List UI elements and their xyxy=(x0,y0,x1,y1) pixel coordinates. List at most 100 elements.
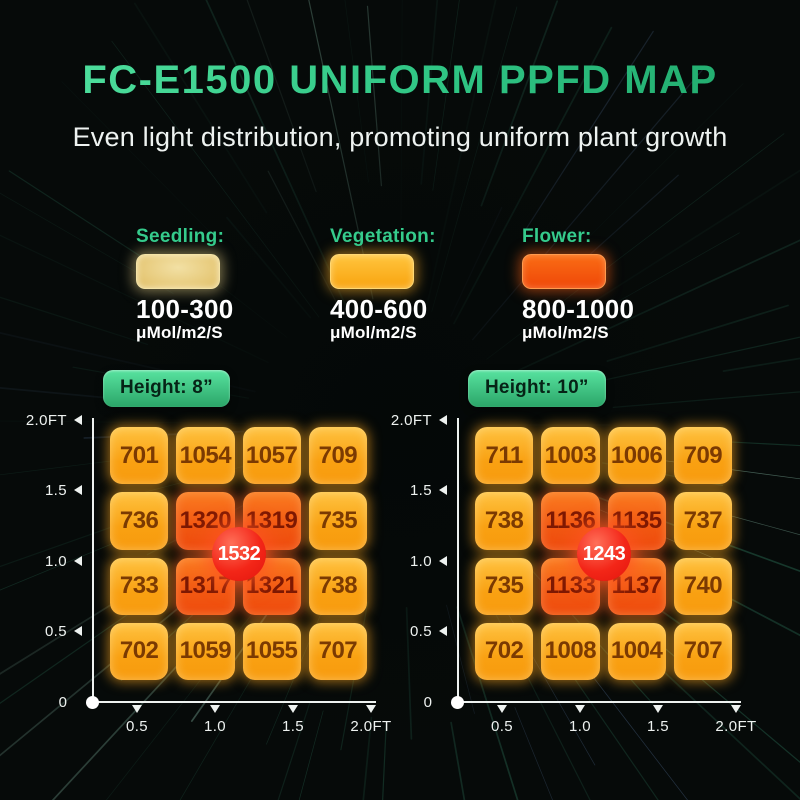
ppfd-cell-grid: 711 1003 1006 709 738 1136 1135 737 735 … xyxy=(475,427,732,680)
origin-label: 0 xyxy=(423,694,432,711)
y-axis-tick: 1.5 xyxy=(395,481,447,499)
ppfd-cell: 1008 xyxy=(541,622,600,680)
y-tick-label: 0.5 xyxy=(44,622,67,640)
tick-arrow-left-icon xyxy=(439,415,447,425)
x-tick-label: 0.5 xyxy=(490,718,514,735)
ppfd-cell: 702 xyxy=(110,622,169,680)
ppfd-cell: 736 xyxy=(110,492,169,550)
ppfd-cell: 1057 xyxy=(242,427,301,485)
ppfd-chart-8in: Height: 8” 2.0FT 1.5 1.0 0.5 0 0.5 1.0 1… xyxy=(26,368,394,768)
peak-value-circle: 1243 xyxy=(577,527,631,581)
ppfd-cell: 701 xyxy=(110,427,169,485)
x-tick-label: 1.5 xyxy=(646,718,670,735)
subtitle: Even light distribution, promoting unifo… xyxy=(72,122,728,152)
ppfd-cell: 707 xyxy=(673,622,732,680)
y-axis-tick: 1.0 xyxy=(30,552,82,570)
ppfd-chart-10in: Height: 10” 2.0FT 1.5 1.0 0.5 0 0.5 1.0 … xyxy=(391,368,759,768)
ppfd-cell: 737 xyxy=(673,492,732,550)
ppfd-cell: 702 xyxy=(475,622,534,680)
legend-range: 400-600 xyxy=(330,294,428,324)
tick-arrow-left-icon xyxy=(74,626,82,636)
ppfd-cell: 740 xyxy=(673,557,732,615)
y-tick-label: 1.5 xyxy=(44,481,67,499)
tick-arrow-left-icon xyxy=(439,485,447,495)
legend-unit: μMol/m2/S xyxy=(330,323,417,343)
legend-label: Seedling: xyxy=(136,226,225,247)
tick-arrow-down-icon xyxy=(132,705,142,713)
origin-dot xyxy=(86,696,99,709)
legend-range: 100-300 xyxy=(136,294,234,324)
legend-unit: μMol/m2/S xyxy=(136,323,223,343)
ppfd-cell: 711 xyxy=(475,427,534,485)
y-axis-tick: 2.0FT xyxy=(26,412,82,429)
tick-arrow-left-icon xyxy=(74,485,82,495)
y-axis-tick: 0.5 xyxy=(395,622,447,640)
ppfd-cell: 1003 xyxy=(541,427,600,485)
x-axis-tick: 2.0FT xyxy=(349,705,393,735)
flower-color-swatch xyxy=(522,254,606,289)
height-badge: Height: 10” xyxy=(468,370,606,407)
seedling-color-swatch xyxy=(136,254,220,289)
x-axis-tick: 1.0 xyxy=(558,705,602,735)
ppfd-cell: 735 xyxy=(475,557,534,615)
y-axis-tick: 2.0FT xyxy=(391,412,447,429)
y-tick-label: 1.5 xyxy=(409,481,432,499)
x-axis-tick: 0.5 xyxy=(115,705,159,735)
y-axis-tick: 1.5 xyxy=(30,481,82,499)
y-axis-tick: 0.5 xyxy=(30,622,82,640)
ppfd-cell-grid: 701 1054 1057 709 736 1320 1319 735 733 … xyxy=(110,427,367,680)
x-tick-label: 1.0 xyxy=(568,718,592,735)
vegetation-color-swatch xyxy=(330,254,414,289)
ppfd-cell-hot: 1137 xyxy=(607,557,666,615)
ppfd-cell: 1054 xyxy=(176,427,235,485)
ppfd-cell: 1004 xyxy=(607,622,666,680)
page-title: FC-E1500 UNIFORM PPFD MAP xyxy=(0,58,800,103)
legend-item-vegetation: Vegetation: 400-600 μMol/m2/S xyxy=(330,226,460,343)
tick-arrow-left-icon xyxy=(74,556,82,566)
tick-arrow-down-icon xyxy=(288,705,298,713)
x-tick-label: 1.5 xyxy=(281,718,305,735)
ppfd-cell: 738 xyxy=(475,492,534,550)
legend-range: 800-1000 xyxy=(522,294,635,324)
ppfd-cell: 735 xyxy=(308,492,367,550)
peak-value-circle: 1532 xyxy=(212,527,266,581)
x-axis-tick: 2.0FT xyxy=(714,705,758,735)
ppfd-cell: 709 xyxy=(308,427,367,485)
tick-arrow-down-icon xyxy=(497,705,507,713)
x-axis-tick: 1.5 xyxy=(636,705,680,735)
legend-unit: μMol/m2/S xyxy=(522,323,609,343)
tick-arrow-down-icon xyxy=(653,705,663,713)
legend-item-seedling: Seedling: 100-300 μMol/m2/S xyxy=(136,226,266,343)
peak-value: 1532 xyxy=(217,542,261,565)
ppfd-cell: 738 xyxy=(308,557,367,615)
x-tick-label: 0.5 xyxy=(125,718,149,735)
ppfd-cell: 733 xyxy=(110,557,169,615)
legend-item-flower: Flower: 800-1000 μMol/m2/S xyxy=(522,226,652,343)
y-tick-label: 1.0 xyxy=(409,552,432,570)
tick-arrow-left-icon xyxy=(439,626,447,636)
tick-arrow-down-icon xyxy=(210,705,220,713)
ppfd-cell: 707 xyxy=(308,622,367,680)
axis-lines xyxy=(451,418,741,709)
tick-arrow-left-icon xyxy=(439,556,447,566)
origin-label: 0 xyxy=(58,694,67,711)
x-tick-label: 1.0 xyxy=(203,718,227,735)
x-axis-tick: 1.5 xyxy=(271,705,315,735)
origin-dot xyxy=(451,696,464,709)
ppfd-cell: 1055 xyxy=(242,622,301,680)
x-axis-tick: 1.0 xyxy=(193,705,237,735)
ppfd-cell: 1006 xyxy=(607,427,666,485)
tick-arrow-left-icon xyxy=(74,415,82,425)
ppfd-cell: 709 xyxy=(673,427,732,485)
y-tick-label: 1.0 xyxy=(44,552,67,570)
tick-arrow-down-icon xyxy=(575,705,585,713)
x-tick-label: 2.0FT xyxy=(715,718,757,735)
y-tick-label: 0.5 xyxy=(409,622,432,640)
y-tick-label: 2.0FT xyxy=(390,411,432,429)
legend-label: Vegetation: xyxy=(330,226,436,247)
legend: Seedling: 100-300 μMol/m2/S Vegetation: … xyxy=(0,226,800,342)
ppfd-cell: 1059 xyxy=(176,622,235,680)
peak-value: 1243 xyxy=(582,542,626,565)
